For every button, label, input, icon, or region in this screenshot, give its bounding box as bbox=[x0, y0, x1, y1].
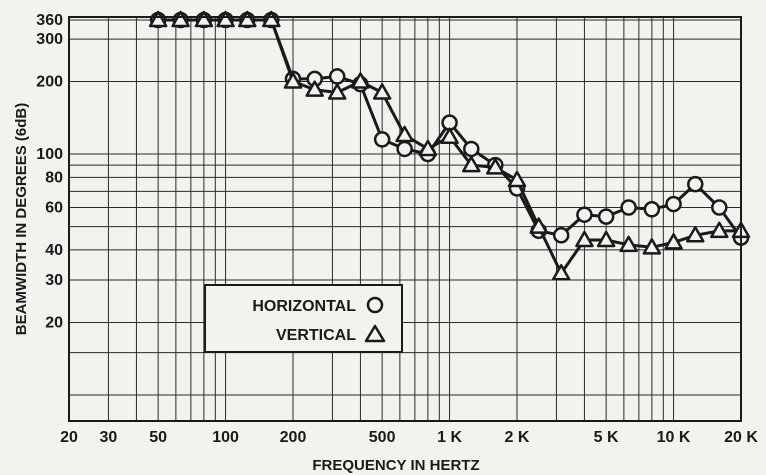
y-tick-label: 300 bbox=[36, 31, 63, 48]
data-point-vertical bbox=[551, 264, 571, 281]
y-tick-label: 30 bbox=[45, 272, 63, 289]
data-point-horizontal bbox=[328, 68, 346, 85]
x-tick-label: 100 bbox=[212, 429, 239, 446]
legend-triangle-icon bbox=[364, 324, 386, 343]
data-point-vertical bbox=[710, 221, 729, 239]
data-point-vertical bbox=[575, 230, 594, 248]
x-tick-label: 5 K bbox=[594, 429, 619, 446]
x-tick-label: 20 bbox=[60, 429, 78, 446]
y-tick-label: 360 bbox=[36, 12, 63, 29]
plot-frame bbox=[68, 16, 742, 422]
data-point-horizontal bbox=[463, 140, 480, 158]
data-point-vertical bbox=[283, 72, 303, 89]
y-tick-label: 80 bbox=[45, 169, 63, 186]
data-point-vertical bbox=[351, 72, 370, 89]
y-tick-label: 60 bbox=[45, 200, 63, 217]
grid bbox=[68, 17, 742, 421]
data-point-horizontal bbox=[687, 175, 704, 193]
data-point-vertical bbox=[171, 10, 190, 28]
data-point-vertical bbox=[642, 238, 662, 255]
tick-labels: 20 30 50 100 200 500 1 K 2 K 5 K 10 K 20 K 20 30 40 60… bbox=[36, 12, 758, 446]
x-tick-label: 500 bbox=[369, 429, 396, 446]
data-point-vertical bbox=[305, 80, 324, 97]
data-point-vertical bbox=[238, 10, 257, 28]
data-point-horizontal bbox=[597, 208, 615, 225]
data-point-vertical bbox=[194, 10, 214, 28]
x-tick-label: 2 K bbox=[505, 429, 530, 446]
data-point-horizontal bbox=[643, 201, 661, 218]
x-tick-label: 1 K bbox=[437, 429, 462, 446]
legend-label-vertical: VERTICAL bbox=[276, 327, 356, 344]
data-point-vertical bbox=[596, 230, 616, 248]
y-tick-label: 200 bbox=[36, 74, 63, 91]
data-point-vertical bbox=[664, 233, 683, 250]
data-point-horizontal bbox=[711, 199, 728, 216]
data-point-horizontal bbox=[665, 195, 682, 213]
x-tick-label: 10 K bbox=[657, 429, 691, 446]
x-tick-label: 50 bbox=[149, 429, 167, 446]
data-point-vertical bbox=[686, 226, 705, 243]
legend-circle-icon bbox=[366, 296, 384, 314]
y-tick-label: 40 bbox=[45, 242, 63, 259]
data-point-vertical bbox=[440, 127, 459, 144]
data-point-vertical bbox=[529, 217, 548, 234]
data-point-horizontal bbox=[552, 227, 570, 244]
data-point-vertical bbox=[327, 83, 347, 100]
data-point-horizontal bbox=[620, 199, 637, 216]
legend-label-horizontal: HORIZONTAL bbox=[252, 298, 356, 315]
series-layer bbox=[148, 10, 751, 281]
x-tick-label: 200 bbox=[280, 429, 307, 446]
y-tick-label: 20 bbox=[45, 314, 63, 331]
x-tick-label: 30 bbox=[100, 429, 118, 446]
data-point-vertical bbox=[462, 155, 481, 173]
y-tick-label: 100 bbox=[36, 146, 63, 163]
data-point-vertical bbox=[148, 10, 168, 28]
y-axis-title: BEAMWIDTH IN DEGREES (6dB) bbox=[13, 103, 30, 336]
data-point-vertical bbox=[619, 235, 638, 253]
legend: HORIZONTAL VERTICAL bbox=[204, 284, 403, 353]
data-point-vertical bbox=[372, 83, 392, 100]
data-point-vertical bbox=[395, 125, 414, 143]
x-tick-label: 20 K bbox=[724, 429, 758, 446]
data-point-vertical bbox=[262, 10, 281, 28]
data-point-horizontal bbox=[576, 206, 593, 223]
series-vertical bbox=[148, 10, 751, 281]
data-point-vertical bbox=[486, 158, 505, 175]
data-point-vertical bbox=[507, 170, 527, 188]
data-point-horizontal bbox=[373, 131, 391, 148]
data-point-vertical bbox=[216, 10, 235, 28]
data-point-horizontal bbox=[396, 140, 413, 158]
data-point-vertical bbox=[418, 139, 438, 157]
x-axis-title: FREQUENCY IN HERTZ bbox=[312, 457, 479, 474]
